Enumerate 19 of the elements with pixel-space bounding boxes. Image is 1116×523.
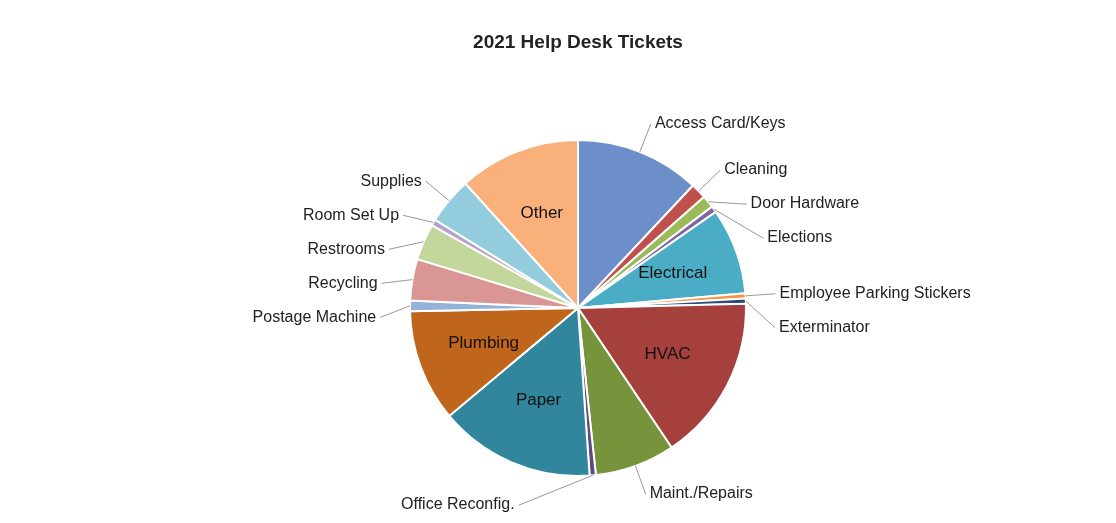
slice-label: Cleaning bbox=[724, 160, 788, 178]
slice-label: Office Reconfig. bbox=[401, 495, 515, 513]
slice-label: Door Hardware bbox=[750, 194, 860, 212]
chart-title: 2021 Help Desk Tickets bbox=[473, 31, 683, 52]
slice-label: Elections bbox=[767, 228, 833, 246]
slice-label: Postage Machine bbox=[252, 307, 377, 325]
slice-label: HVAC bbox=[644, 343, 691, 363]
slice-label: Maint./Repairs bbox=[649, 484, 753, 502]
slice-label: Supplies bbox=[360, 171, 422, 189]
slice-label: Paper bbox=[515, 390, 562, 410]
slice-label: Recycling bbox=[308, 273, 378, 291]
slice-label: Exterminator bbox=[779, 317, 871, 335]
slice-label: Other bbox=[520, 203, 564, 223]
slice-label: Employee Parking Stickers bbox=[779, 283, 971, 301]
slice-label: Room Set Up bbox=[302, 205, 400, 223]
slice-label: Electrical bbox=[638, 263, 708, 283]
slice-label: Access Card/Keys bbox=[654, 114, 786, 132]
slice-label: Restrooms bbox=[307, 239, 385, 257]
slice-label: Plumbing bbox=[448, 332, 520, 352]
